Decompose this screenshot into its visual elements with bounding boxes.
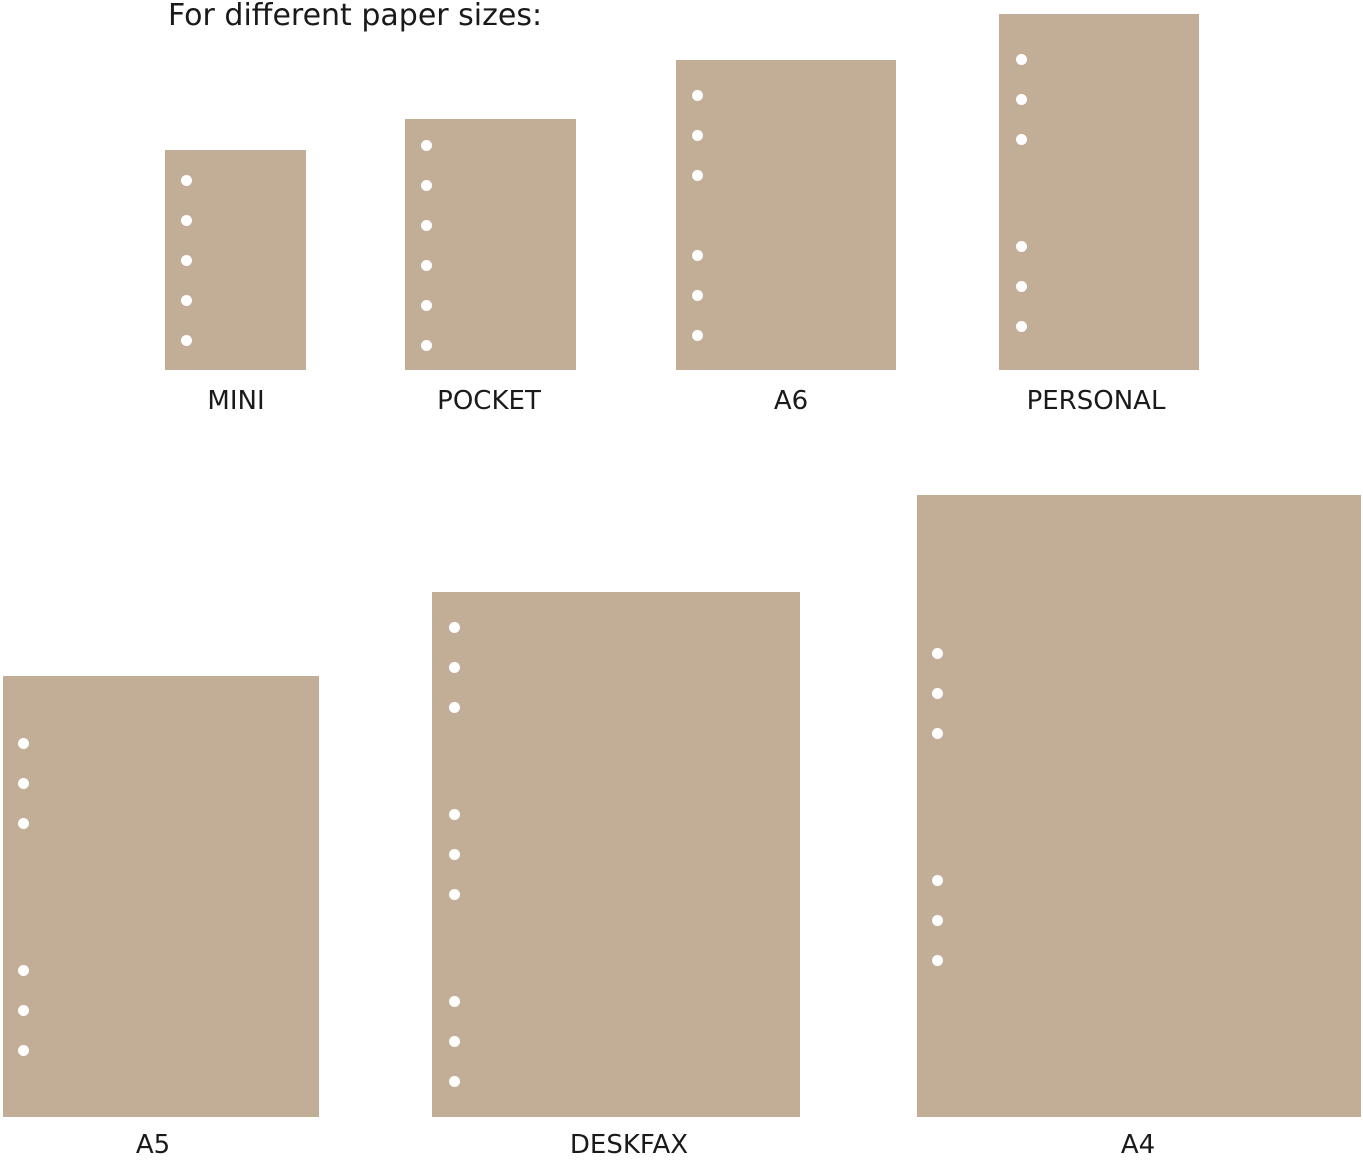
pocket-label: POCKET [437, 386, 541, 416]
binder-hole [17, 737, 29, 749]
binder-hole [448, 808, 460, 820]
mini-label: MINI [207, 386, 265, 416]
deskfax-sheet [432, 592, 800, 1117]
a4-label: A4 [1120, 1130, 1156, 1160]
a6-label: A6 [773, 386, 809, 416]
binder-hole [180, 174, 192, 186]
binder-hole [180, 214, 192, 226]
binder-hole [931, 874, 943, 886]
binder-hole [17, 1004, 29, 1016]
binder-hole [691, 249, 703, 261]
deskfax-label: DESKFAX [569, 1130, 689, 1160]
binder-hole [448, 1035, 460, 1047]
binder-hole [448, 848, 460, 860]
binder-hole [691, 89, 703, 101]
binder-hole [1015, 280, 1027, 292]
binder-hole [1015, 320, 1027, 332]
binder-hole [17, 817, 29, 829]
binder-hole [1015, 93, 1027, 105]
personal-label: PERSONAL [1026, 386, 1166, 416]
binder-hole [180, 294, 192, 306]
a5-sheet [3, 676, 319, 1117]
binder-hole [1015, 240, 1027, 252]
binder-hole [420, 179, 432, 191]
binder-hole [691, 129, 703, 141]
binder-hole [448, 995, 460, 1007]
binder-hole [448, 621, 460, 633]
binder-hole [691, 329, 703, 341]
binder-hole [420, 219, 432, 231]
binder-hole [448, 701, 460, 713]
a4-sheet [917, 495, 1361, 1117]
binder-hole [691, 169, 703, 181]
binder-hole [931, 687, 943, 699]
binder-hole [1015, 53, 1027, 65]
binder-hole [448, 661, 460, 673]
binder-hole [420, 139, 432, 151]
a5-label: A5 [135, 1130, 171, 1160]
binder-hole [931, 954, 943, 966]
binder-hole [17, 964, 29, 976]
binder-hole [180, 334, 192, 346]
a6-sheet [676, 60, 896, 370]
binder-hole [448, 888, 460, 900]
binder-hole [931, 914, 943, 926]
binder-hole [691, 289, 703, 301]
page-heading: For different paper sizes: [168, 0, 543, 33]
binder-hole [420, 339, 432, 351]
binder-hole [17, 777, 29, 789]
binder-hole [420, 259, 432, 271]
binder-hole [931, 647, 943, 659]
binder-hole [17, 1044, 29, 1056]
binder-hole [420, 299, 432, 311]
personal-sheet [999, 14, 1199, 370]
binder-hole [931, 727, 943, 739]
pocket-sheet [405, 119, 576, 370]
binder-hole [180, 254, 192, 266]
mini-sheet [165, 150, 306, 370]
binder-hole [1015, 133, 1027, 145]
binder-hole [448, 1075, 460, 1087]
